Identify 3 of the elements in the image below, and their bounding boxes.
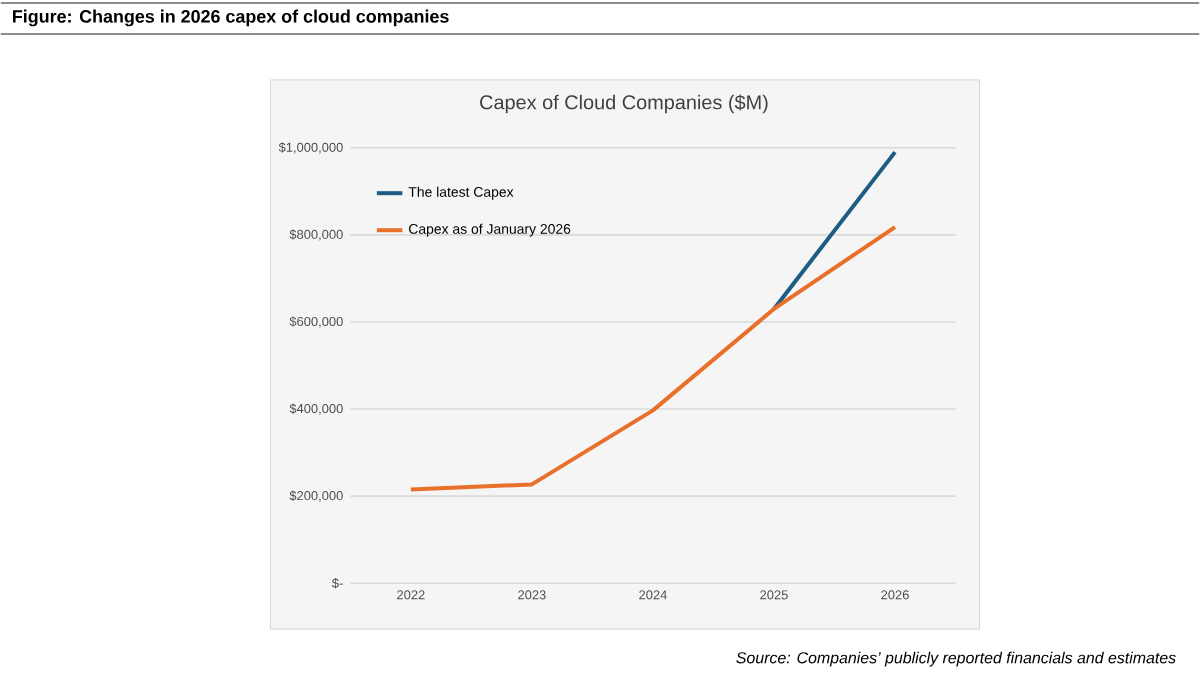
chart-subtitle: Capex of Cloud Companies ($M) — [480, 94, 768, 114]
line-series — [408, 225, 898, 493]
chart-title: Figure: Changes in 2026 capex of cloud companies — [13, 10, 449, 27]
